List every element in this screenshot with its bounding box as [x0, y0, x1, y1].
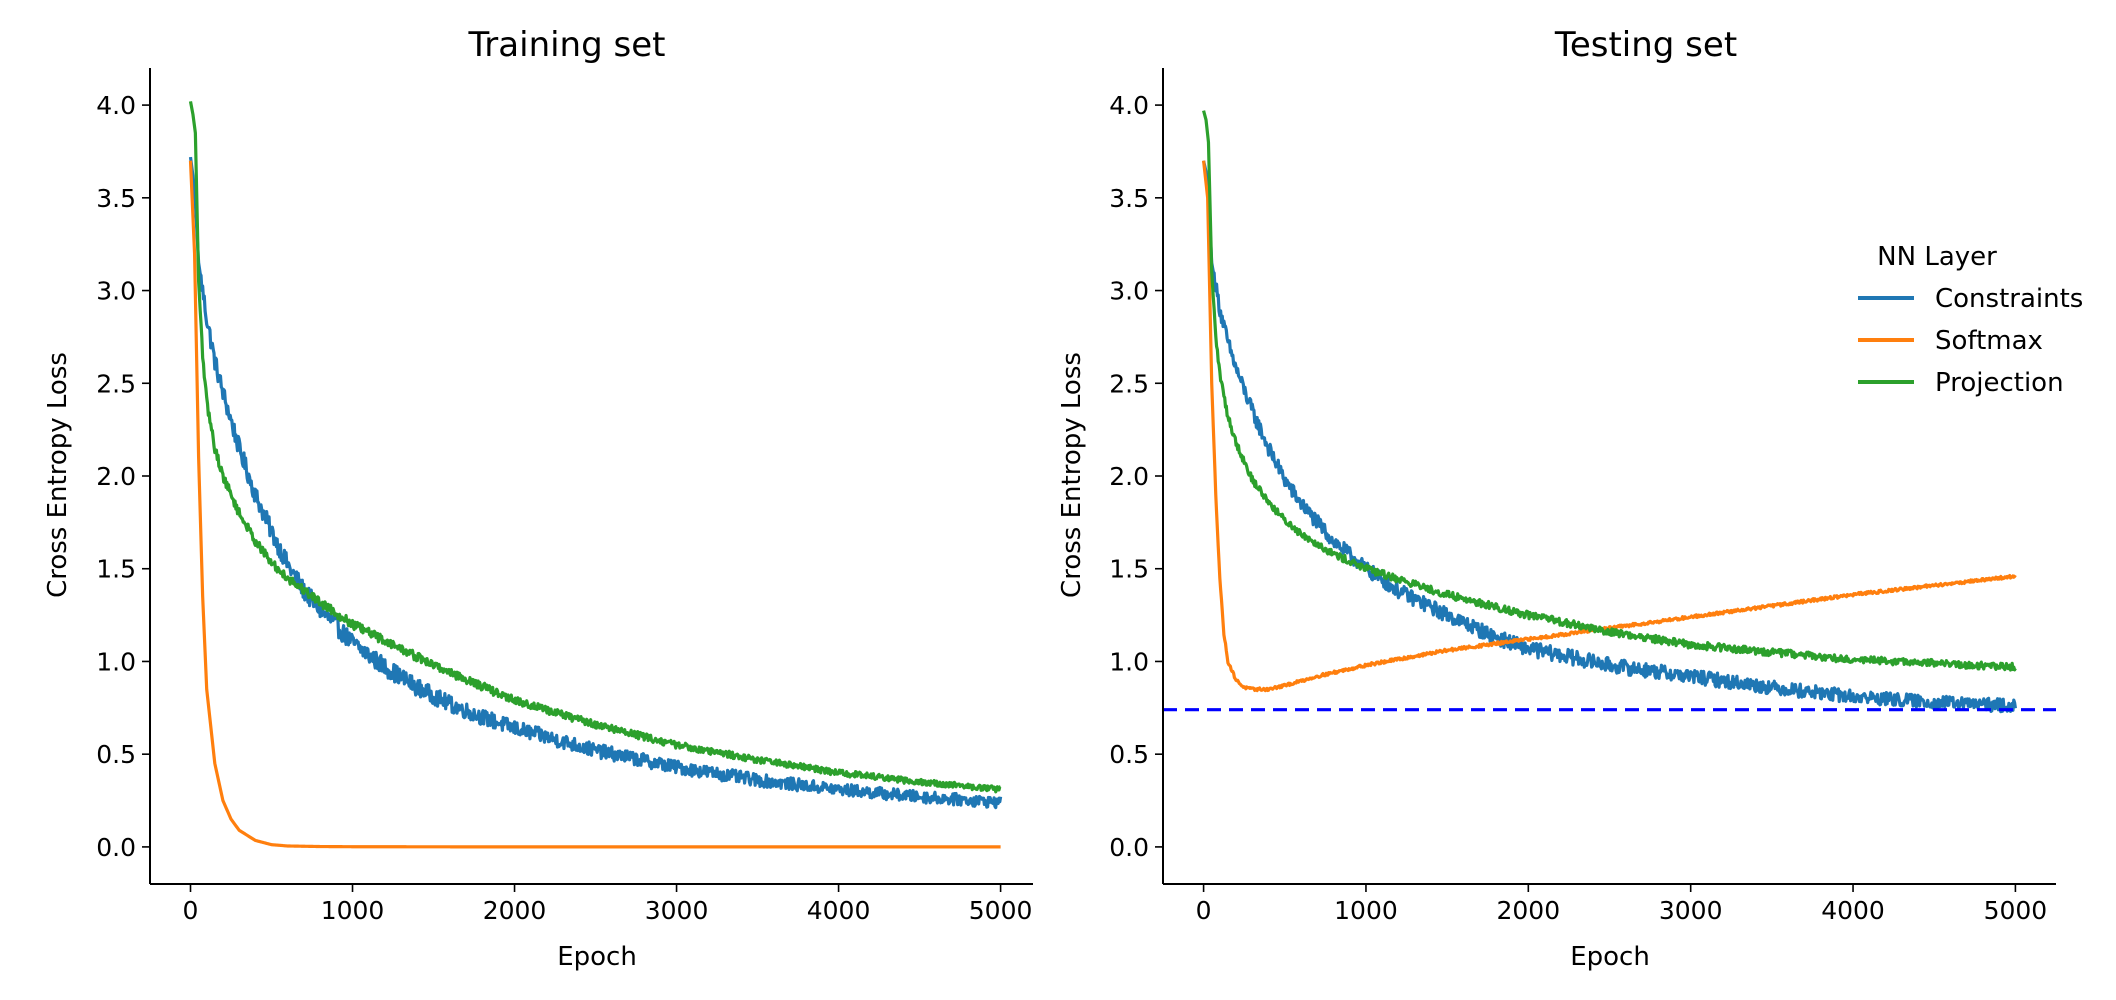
y-tick-label: 2.0	[96, 462, 136, 491]
x-axis-label: Epoch	[1570, 942, 1650, 972]
legend-label-constraints: Constraints	[1935, 284, 2083, 314]
y-tick-label: 1.5	[1109, 555, 1149, 584]
x-tick-label: 1000	[1334, 896, 1398, 925]
series-line-softmax	[188, 160, 1002, 849]
x-tick-label: 0	[183, 896, 199, 925]
x-tick-label: 3000	[1659, 896, 1723, 925]
x-ticks: 0 1000 2000 3000 4000 5000	[183, 884, 1033, 925]
y-tick-label: 0.5	[1109, 740, 1149, 769]
y-tick-label: 2.5	[96, 369, 136, 398]
x-axis-label: Epoch	[557, 942, 637, 972]
legend-title: NN Layer	[1877, 242, 1997, 272]
x-tick-label: 4000	[807, 896, 871, 925]
x-tick-label: 5000	[969, 896, 1033, 925]
series-line-constraints	[188, 156, 1003, 810]
legend-entry-projection: Projection	[1858, 368, 2064, 398]
legend-label-softmax: Softmax	[1935, 326, 2043, 356]
x-tick-label: 2000	[1497, 896, 1561, 925]
series-layer	[1163, 110, 2056, 714]
y-ticks: 0.0 0.5 1.0 1.5 2.0 2.5 3.0 3.5 4.0	[1109, 91, 1163, 862]
series-line-projection	[1202, 110, 2017, 672]
series-line-constraints	[1202, 160, 2017, 714]
y-tick-label: 0.0	[1109, 833, 1149, 862]
legend-entry-softmax: Softmax	[1858, 326, 2043, 356]
series-layer	[188, 101, 1003, 849]
y-tick-label: 1.0	[96, 647, 136, 676]
y-tick-label: 1.5	[96, 555, 136, 584]
legend-label-projection: Projection	[1935, 368, 2064, 398]
chart-title: Testing set	[1554, 25, 1737, 65]
x-tick-label: 1000	[321, 896, 385, 925]
y-ticks: 0.0 0.5 1.0 1.5 2.0 2.5 3.0 3.5 4.0	[96, 91, 150, 862]
y-axis-label: Cross Entropy Loss	[1057, 352, 1087, 598]
y-tick-label: 4.0	[96, 91, 136, 120]
legend: NN Layer Constraints Softmax Projection	[1858, 242, 2083, 398]
y-axis-label: Cross Entropy Loss	[43, 352, 73, 598]
x-tick-label: 5000	[1984, 896, 2048, 925]
series-line-projection	[188, 101, 1002, 794]
y-tick-label: 2.5	[1109, 369, 1149, 398]
chart-panel-training: Training set Epoch Cross Entropy Loss 0 1…	[43, 25, 1033, 972]
x-tick-label: 3000	[645, 896, 709, 925]
y-tick-label: 3.0	[1109, 277, 1149, 306]
y-tick-label: 3.0	[96, 277, 136, 306]
x-tick-label: 2000	[483, 896, 547, 925]
x-ticks: 0 1000 2000 3000 4000 5000	[1196, 884, 2048, 925]
legend-entry-constraints: Constraints	[1858, 284, 2083, 314]
x-tick-label: 0	[1196, 896, 1212, 925]
chart-title: Training set	[468, 25, 666, 65]
y-tick-label: 0.0	[96, 833, 136, 862]
y-tick-label: 3.5	[1109, 184, 1149, 213]
chart-panel-testing: Testing set Epoch Cross Entropy Loss 0 10…	[1057, 25, 2056, 972]
series-line-softmax	[1201, 160, 2017, 693]
y-tick-label: 4.0	[1109, 91, 1149, 120]
y-tick-label: 3.5	[96, 184, 136, 213]
y-tick-label: 1.0	[1109, 647, 1149, 676]
x-tick-label: 4000	[1821, 896, 1885, 925]
y-tick-label: 0.5	[96, 740, 136, 769]
y-tick-label: 2.0	[1109, 462, 1149, 491]
